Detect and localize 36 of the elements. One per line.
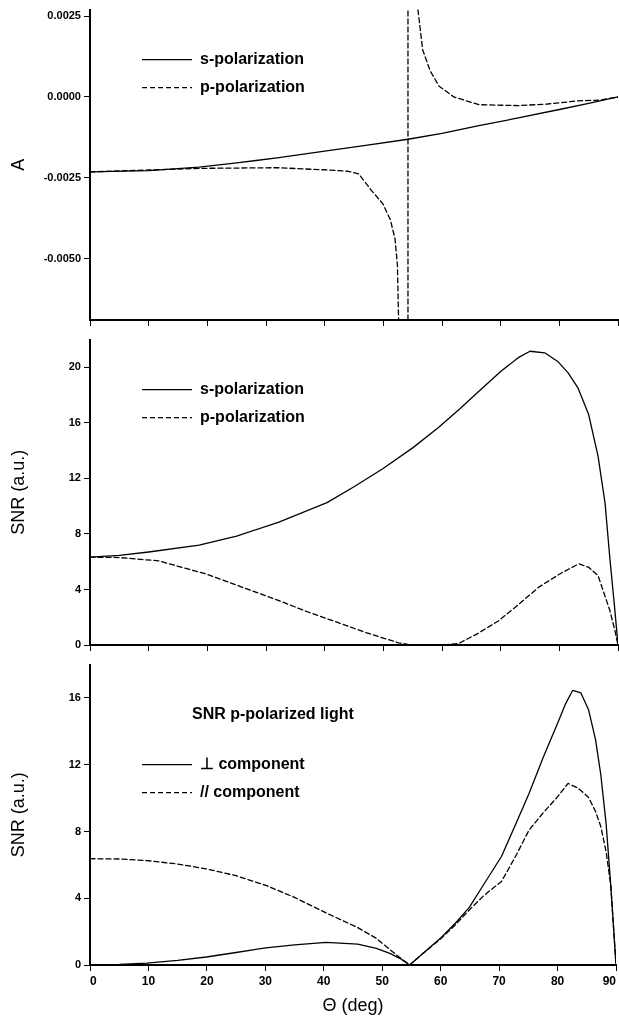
x-tick-label: 0 — [90, 973, 97, 988]
x-tick-label: 40 — [317, 973, 331, 988]
x-tick-label: 90 — [602, 973, 617, 988]
y-tick-label: -0.0050 — [43, 251, 81, 264]
x-tick-label: 80 — [550, 973, 565, 988]
x-tick-label: 70 — [492, 973, 507, 988]
legend-label: p-polarization — [200, 408, 305, 426]
y-axis-title: SNR (a.u.) — [7, 449, 28, 535]
x-tick-label: 20 — [200, 973, 214, 988]
x-axis-title: Θ (deg) — [322, 995, 384, 1016]
y-tick-label: 0 — [74, 958, 81, 971]
legend-title: SNR p-polarized light — [192, 705, 355, 723]
legend-label: // component — [200, 783, 301, 801]
y-tick-label: 4 — [74, 891, 82, 904]
x-tick-label: 10 — [141, 973, 156, 988]
x-tick-label: 30 — [258, 973, 273, 988]
legend-label: p-polarization — [200, 78, 305, 96]
legend-label: ⊥ component — [200, 755, 306, 773]
legend-label: s-polarization — [200, 50, 305, 68]
x-tick-label: 60 — [433, 973, 448, 988]
y-tick-label: 0 — [74, 638, 81, 651]
y-tick-label: 16 — [68, 415, 81, 428]
y-tick-label: 0.0000 — [47, 89, 81, 102]
y-tick-label: 8 — [74, 526, 81, 539]
y-tick-label: 8 — [74, 824, 81, 837]
y-tick-label: -0.0025 — [43, 170, 81, 183]
y-axis-title: A — [7, 158, 28, 171]
y-tick-label: 20 — [68, 360, 81, 373]
y-tick-label: 0.0025 — [47, 9, 81, 22]
y-tick-label: 12 — [68, 757, 81, 770]
y-tick-label: 12 — [68, 471, 81, 484]
x-tick-label: 50 — [375, 973, 390, 988]
y-tick-label: 16 — [68, 691, 81, 704]
y-tick-label: 4 — [74, 582, 82, 595]
legend-label: s-polarization — [200, 380, 305, 398]
y-axis-title: SNR (a.u.) — [7, 772, 28, 858]
